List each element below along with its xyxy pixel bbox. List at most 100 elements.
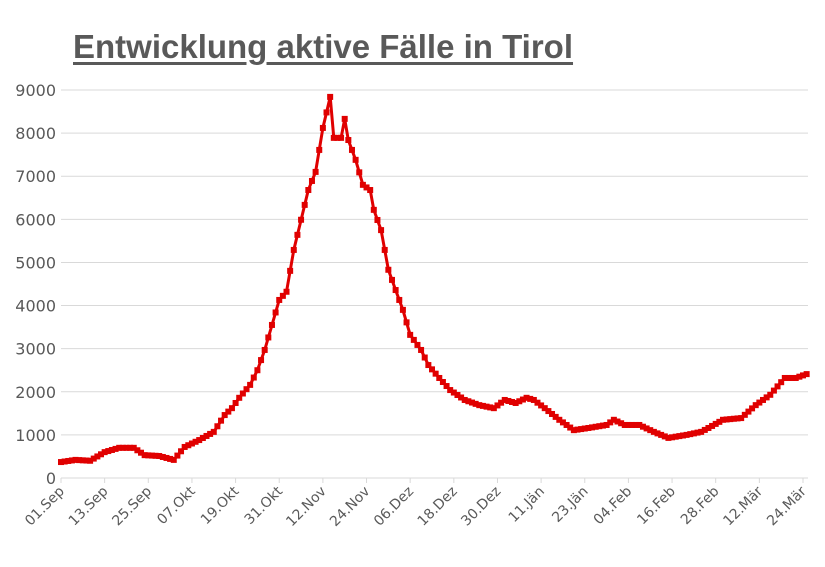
x-tick-label: 18.Dez bbox=[415, 484, 461, 530]
data-point-marker bbox=[232, 399, 239, 406]
data-point-marker bbox=[523, 394, 530, 401]
data-point-marker bbox=[705, 424, 712, 431]
data-point-marker bbox=[738, 415, 745, 422]
data-point-marker bbox=[403, 319, 410, 326]
data-point-marker bbox=[192, 438, 199, 445]
data-point-marker bbox=[450, 389, 457, 396]
data-point-marker bbox=[359, 181, 366, 188]
data-point-marker bbox=[265, 334, 272, 341]
data-point-marker bbox=[181, 443, 188, 450]
data-point-marker bbox=[563, 421, 570, 428]
data-point-marker bbox=[178, 448, 185, 455]
data-point-marker bbox=[716, 418, 723, 425]
data-point-marker bbox=[58, 459, 64, 466]
data-point-marker bbox=[225, 408, 232, 415]
data-point-marker bbox=[429, 366, 435, 373]
data-point-marker bbox=[545, 408, 552, 415]
data-point-marker bbox=[283, 288, 290, 295]
data-point-marker bbox=[163, 454, 170, 461]
data-point-marker bbox=[734, 415, 741, 422]
data-point-marker bbox=[298, 216, 305, 223]
data-point-marker bbox=[607, 419, 614, 426]
y-tick-label: 2000 bbox=[15, 383, 56, 402]
data-point-marker bbox=[658, 431, 665, 438]
data-point-marker bbox=[556, 416, 563, 423]
data-point-marker bbox=[418, 346, 425, 353]
data-point-marker bbox=[672, 433, 679, 440]
data-point-marker bbox=[567, 424, 574, 431]
x-tick-label: 30.Dez bbox=[458, 484, 504, 530]
x-tick-label: 06.Dez bbox=[371, 484, 417, 530]
y-tick-label: 5000 bbox=[15, 253, 56, 272]
data-point-marker bbox=[414, 341, 421, 348]
data-point-marker bbox=[392, 287, 399, 294]
data-point-marker bbox=[305, 187, 312, 194]
data-point-marker bbox=[487, 404, 494, 411]
data-point-marker bbox=[723, 416, 730, 423]
data-point-marker bbox=[679, 432, 686, 439]
data-point-marker bbox=[287, 267, 294, 274]
data-point-marker bbox=[439, 379, 446, 386]
data-point-marker bbox=[279, 292, 286, 299]
data-point-marker bbox=[461, 396, 468, 403]
data-point-marker bbox=[207, 430, 214, 437]
data-point-marker bbox=[327, 93, 334, 100]
data-point-marker bbox=[170, 456, 177, 463]
data-point-marker bbox=[552, 413, 559, 420]
y-tick-label: 6000 bbox=[15, 210, 56, 229]
data-point-marker bbox=[476, 402, 483, 409]
data-point-marker bbox=[316, 146, 323, 153]
x-tick-label: 13.Sep bbox=[66, 483, 112, 529]
data-point-marker bbox=[749, 405, 756, 412]
data-point-marker bbox=[199, 435, 206, 442]
series-line bbox=[60, 95, 808, 464]
data-point-marker bbox=[610, 416, 617, 423]
data-point-marker bbox=[698, 428, 705, 435]
data-point-marker bbox=[614, 418, 621, 425]
data-point-marker bbox=[130, 444, 137, 451]
data-point-marker bbox=[218, 417, 225, 424]
data-point-marker bbox=[629, 421, 636, 428]
data-point-marker bbox=[112, 445, 119, 452]
data-point-marker bbox=[338, 134, 345, 141]
gridlines bbox=[61, 89, 808, 479]
data-point-marker bbox=[425, 362, 432, 369]
data-point-marker bbox=[549, 410, 556, 417]
data-point-marker bbox=[458, 394, 465, 401]
x-tick-label: 25.Sep bbox=[109, 483, 155, 529]
data-point-marker bbox=[76, 457, 83, 464]
data-point-marker bbox=[592, 423, 599, 430]
data-point-marker bbox=[625, 421, 632, 428]
data-point-marker bbox=[319, 124, 326, 131]
data-point-marker bbox=[396, 296, 403, 303]
data-point-marker bbox=[494, 402, 501, 409]
x-tick-label: 04.Feb bbox=[591, 483, 636, 528]
data-point-marker bbox=[312, 168, 319, 175]
x-tick-label: 01.Sep bbox=[22, 483, 68, 529]
data-point-marker bbox=[276, 296, 283, 303]
data-point-marker bbox=[119, 444, 126, 451]
data-point-marker bbox=[356, 169, 363, 176]
data-point-marker bbox=[250, 374, 257, 381]
data-point-marker bbox=[261, 346, 268, 353]
data-point-marker bbox=[498, 399, 505, 406]
data-point-marker bbox=[578, 426, 585, 433]
x-tick-label: 24.Nov bbox=[327, 484, 373, 530]
x-tick-label: 24.Mär bbox=[764, 483, 810, 529]
data-point-marker bbox=[636, 421, 643, 428]
data-point-marker bbox=[236, 394, 243, 401]
data-point-marker bbox=[134, 447, 141, 454]
data-point-marker bbox=[581, 425, 588, 432]
data-point-marker bbox=[159, 453, 166, 460]
data-point-marker bbox=[381, 246, 388, 253]
x-tick-label: 28.Feb bbox=[678, 483, 723, 528]
data-point-marker bbox=[792, 374, 799, 381]
data-point-marker bbox=[800, 372, 806, 379]
x-tick-label: 16.Feb bbox=[634, 483, 679, 528]
data-point-marker bbox=[228, 405, 235, 412]
data-point-marker bbox=[759, 396, 766, 403]
x-tick-label: 19.Okt bbox=[198, 483, 243, 528]
data-point-marker bbox=[618, 420, 625, 427]
data-point-marker bbox=[559, 419, 566, 426]
